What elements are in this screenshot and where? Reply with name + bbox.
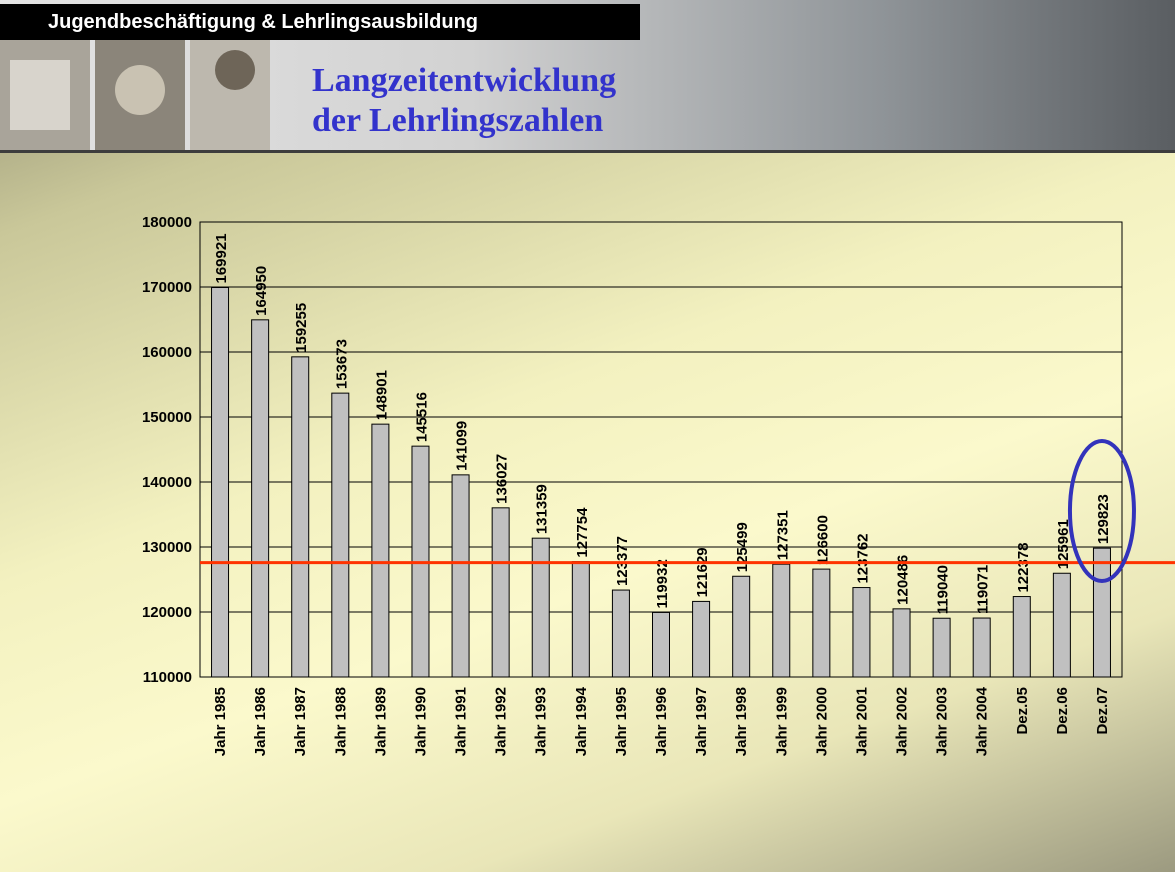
value-label: 131359 bbox=[534, 484, 551, 534]
chart: 110000 120000 130000 140000 150000 160000 1700… bbox=[0, 0, 1175, 872]
bar bbox=[492, 508, 509, 677]
value-label: 129823 bbox=[1095, 494, 1112, 544]
value-label: 121629 bbox=[694, 547, 711, 597]
bar bbox=[893, 609, 910, 677]
x-tick-label: Jahr 1990 bbox=[412, 687, 429, 756]
value-label: 119932 bbox=[654, 559, 671, 608]
x-tick-label: Jahr 1995 bbox=[613, 687, 630, 756]
x-tick-label: Jahr 1991 bbox=[453, 687, 470, 756]
bar bbox=[813, 569, 830, 677]
x-tick-label: Jahr 2002 bbox=[894, 687, 911, 756]
bar bbox=[572, 562, 589, 677]
value-label: 159255 bbox=[293, 303, 310, 353]
y-tick-label: 160000 bbox=[142, 344, 192, 361]
value-label: 127351 bbox=[774, 510, 791, 560]
x-tick-label: Jahr 2001 bbox=[853, 687, 870, 756]
x-tick-label: Jahr 1987 bbox=[292, 687, 309, 756]
bar bbox=[853, 588, 870, 677]
value-label: 119071 bbox=[975, 565, 992, 614]
x-tick-label: Jahr 1986 bbox=[252, 687, 269, 756]
x-tick-label: Jahr 2004 bbox=[974, 686, 991, 756]
value-label: 125499 bbox=[734, 522, 751, 572]
bar bbox=[933, 618, 950, 677]
x-tick-label: Jahr 1997 bbox=[693, 687, 710, 756]
bar bbox=[653, 612, 670, 677]
y-tick-label: 180000 bbox=[142, 214, 192, 231]
bar bbox=[532, 538, 549, 677]
bar bbox=[773, 564, 790, 677]
bar bbox=[733, 576, 750, 677]
value-label: 126600 bbox=[814, 515, 831, 565]
x-tick-label: Jahr 1988 bbox=[332, 687, 349, 756]
y-tick-label: 120000 bbox=[142, 604, 192, 621]
value-label: 153673 bbox=[333, 339, 350, 389]
bar bbox=[973, 618, 990, 677]
x-tick-label: Jahr 1993 bbox=[533, 687, 550, 756]
x-tick-label: Jahr 1989 bbox=[372, 687, 389, 756]
x-tick-label: Jahr 1998 bbox=[733, 687, 750, 756]
x-tick-label: Dez.06 bbox=[1054, 687, 1071, 735]
bar bbox=[693, 601, 710, 677]
value-label: 148901 bbox=[373, 370, 390, 420]
x-tick-label: Jahr 1996 bbox=[653, 687, 670, 756]
x-tick-label: Dez.05 bbox=[1014, 687, 1031, 735]
value-label: 119040 bbox=[935, 565, 952, 614]
x-tick-label: Jahr 1994 bbox=[573, 686, 590, 756]
bar bbox=[452, 475, 469, 677]
x-tick-label: Jahr 1999 bbox=[773, 687, 790, 756]
bar bbox=[1013, 597, 1030, 677]
value-label: 169921 bbox=[213, 233, 230, 283]
y-tick-label: 170000 bbox=[142, 279, 192, 296]
value-label: 145516 bbox=[413, 392, 430, 442]
bar bbox=[372, 424, 389, 677]
bar bbox=[1093, 548, 1110, 677]
slide: Jugendbeschäftigung & Lehrlingsausbildun… bbox=[0, 0, 1175, 872]
bar bbox=[292, 357, 309, 677]
bar bbox=[332, 393, 349, 677]
y-tick-label: 140000 bbox=[142, 474, 192, 491]
x-tick-label: Jahr 2003 bbox=[934, 687, 951, 756]
bar bbox=[1053, 573, 1070, 677]
value-label: 122378 bbox=[1015, 542, 1032, 592]
y-tick-label: 110000 bbox=[143, 669, 192, 686]
value-label: 141099 bbox=[454, 421, 471, 471]
value-label: 127754 bbox=[574, 507, 591, 558]
bar bbox=[212, 288, 229, 677]
y-tick-label: 130000 bbox=[142, 539, 192, 556]
value-label: 123762 bbox=[854, 533, 871, 583]
bar bbox=[612, 590, 629, 677]
bar bbox=[252, 320, 269, 677]
value-label: 136027 bbox=[494, 454, 511, 504]
value-label: 123377 bbox=[614, 536, 631, 586]
x-tick-label: Dez.07 bbox=[1094, 687, 1111, 735]
x-tick-label: Jahr 1992 bbox=[493, 687, 510, 756]
value-label: 164950 bbox=[253, 266, 270, 316]
y-tick-label: 150000 bbox=[142, 409, 192, 426]
x-tick-label: Jahr 2000 bbox=[813, 687, 830, 756]
x-tick-label: Jahr 1985 bbox=[212, 687, 229, 756]
